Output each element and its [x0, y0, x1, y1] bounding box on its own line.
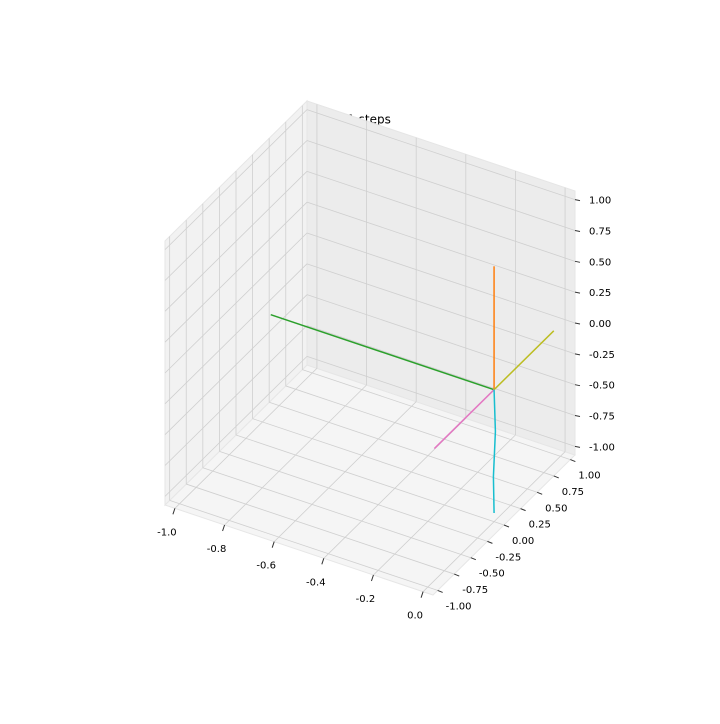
grid-line — [302, 369, 571, 460]
grid-line — [306, 170, 576, 262]
y-tick-label: -0.75 — [462, 585, 488, 596]
x-tick-label: -1.0 — [157, 527, 177, 538]
line — [433, 389, 495, 450]
z-tick-label: 0.75 — [589, 226, 611, 237]
tick-mark — [574, 415, 581, 418]
grid-line — [252, 418, 521, 510]
line — [492, 389, 497, 514]
grid-line — [164, 263, 308, 405]
y-tick-label: 0.75 — [562, 487, 584, 498]
tick-mark — [271, 541, 275, 548]
tick-mark — [321, 558, 325, 565]
y-tick-label: -0.25 — [495, 552, 521, 563]
line — [493, 330, 555, 391]
z-tick-label: 0.25 — [589, 288, 611, 299]
x-tick-label: -0.4 — [306, 577, 326, 588]
grid-line — [219, 450, 488, 542]
tick-mark — [437, 589, 443, 593]
y-tick-label: -0.50 — [479, 569, 505, 580]
tick-mark — [574, 260, 581, 263]
grid-line — [235, 434, 505, 526]
tick-mark — [574, 199, 581, 202]
z-tick-label: 0.50 — [589, 257, 611, 268]
grid-line — [306, 355, 576, 447]
tick-mark — [574, 322, 581, 325]
x-tick-label: -0.6 — [256, 561, 276, 572]
grid-line — [164, 325, 308, 466]
grid-line — [306, 325, 576, 416]
y-tick-label: 0.50 — [545, 503, 567, 514]
x-tick-label: -0.2 — [356, 594, 376, 605]
y-tick-label: 1.00 — [578, 471, 600, 482]
tick-mark — [503, 524, 510, 528]
grid-line — [306, 263, 576, 355]
tick-mark — [574, 353, 581, 356]
grid-line — [285, 385, 554, 477]
grid-line — [202, 467, 471, 559]
y-tick-label: -1.00 — [446, 601, 472, 612]
tick-mark — [454, 573, 460, 577]
line — [270, 313, 495, 391]
tick-mark — [470, 557, 477, 561]
tick-mark — [420, 591, 424, 598]
tick-mark — [487, 540, 493, 544]
grid-line — [164, 109, 308, 250]
tick-mark — [172, 508, 176, 515]
tick-mark — [574, 291, 581, 294]
y-tick-label: 0.25 — [529, 520, 551, 531]
grid-line — [169, 500, 438, 591]
z-tick-label: -0.50 — [589, 381, 615, 392]
tick-mark — [370, 574, 374, 582]
grid-line — [164, 356, 308, 497]
tick-mark — [520, 508, 526, 512]
z-tick-label: -1.00 — [589, 442, 615, 453]
grid-line — [306, 294, 576, 386]
tick-mark — [574, 445, 581, 448]
z-tick-label: -0.75 — [589, 412, 615, 423]
z-tick-label: -0.25 — [589, 350, 615, 361]
grid-line — [306, 232, 576, 324]
grid-line — [164, 140, 308, 281]
grid-line — [306, 140, 576, 231]
grid-line — [306, 201, 576, 293]
tick-mark — [553, 475, 559, 479]
grid-line — [164, 232, 308, 374]
grid-line — [164, 201, 308, 343]
tick-mark — [536, 491, 543, 495]
tick-mark — [570, 459, 576, 463]
tick-mark — [574, 229, 581, 232]
grid-line — [164, 294, 308, 435]
grid-line — [306, 109, 576, 201]
grid-line — [186, 483, 455, 575]
tick-mark — [574, 384, 581, 387]
tick-mark — [222, 524, 226, 532]
x-tick-label: 0.0 — [407, 611, 423, 622]
z-tick-label: 0.00 — [589, 319, 611, 330]
grid-line — [164, 171, 308, 312]
grid-line — [269, 401, 538, 493]
z-tick-label: 1.00 — [589, 196, 611, 207]
x-tick-label: -0.8 — [207, 544, 227, 555]
y-tick-label: 0.00 — [512, 536, 534, 547]
